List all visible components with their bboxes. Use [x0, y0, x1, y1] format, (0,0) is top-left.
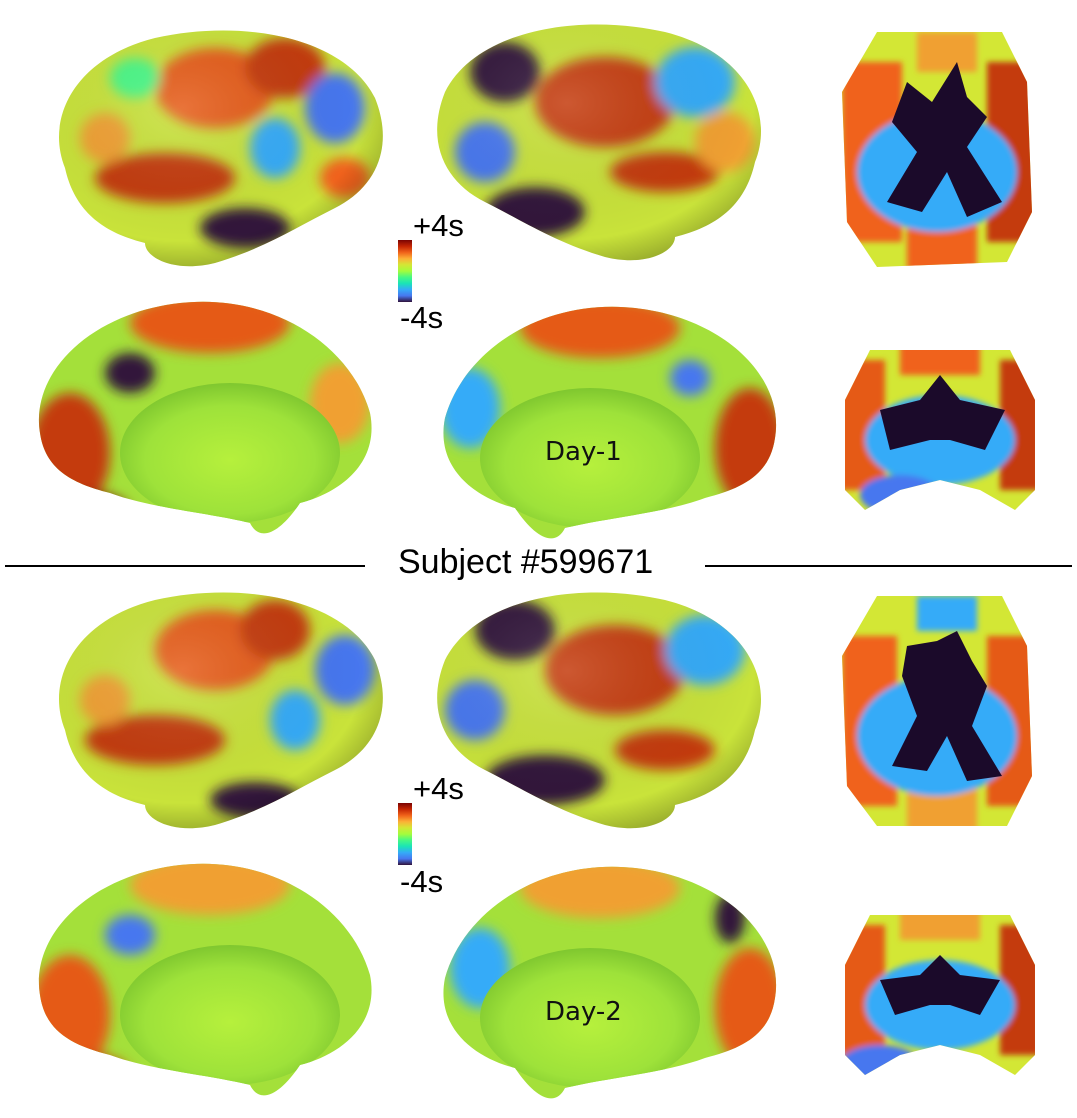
- colorbar-day2: [398, 803, 412, 865]
- colorbar-max-label: +4s: [413, 771, 464, 806]
- divider-line-right: [705, 565, 1072, 567]
- subject-label: Subject #599671: [398, 543, 654, 581]
- brain-lateral-left-day1: [59, 30, 383, 267]
- brain-medial-right-day2: [443, 866, 777, 1099]
- colorbar-min-label: -4s: [400, 864, 444, 899]
- divider-line-left: [5, 565, 365, 567]
- brain-coronal-slice-day1: [845, 350, 1035, 510]
- brain-lateral-right-day1: [437, 24, 762, 261]
- brain-coronal-slice-day2: [845, 915, 1035, 1075]
- brain-medial-right-day1: [443, 306, 777, 539]
- brain-medial-left-day1: [38, 301, 372, 534]
- brain-axial-slice-day2: [842, 596, 1032, 826]
- brain-lateral-right-day2: [437, 592, 762, 829]
- brain-axial-slice-day1: [842, 32, 1032, 267]
- day-label: Day-1: [545, 437, 622, 467]
- colorbar-max-label: +4s: [413, 208, 464, 243]
- day-label: Day-2: [545, 997, 622, 1027]
- brain-lateral-left-day2: [59, 592, 383, 829]
- colorbar-min-label: -4s: [400, 300, 444, 335]
- colorbar-day1: [398, 240, 412, 302]
- brain-medial-left-day2: [38, 863, 372, 1096]
